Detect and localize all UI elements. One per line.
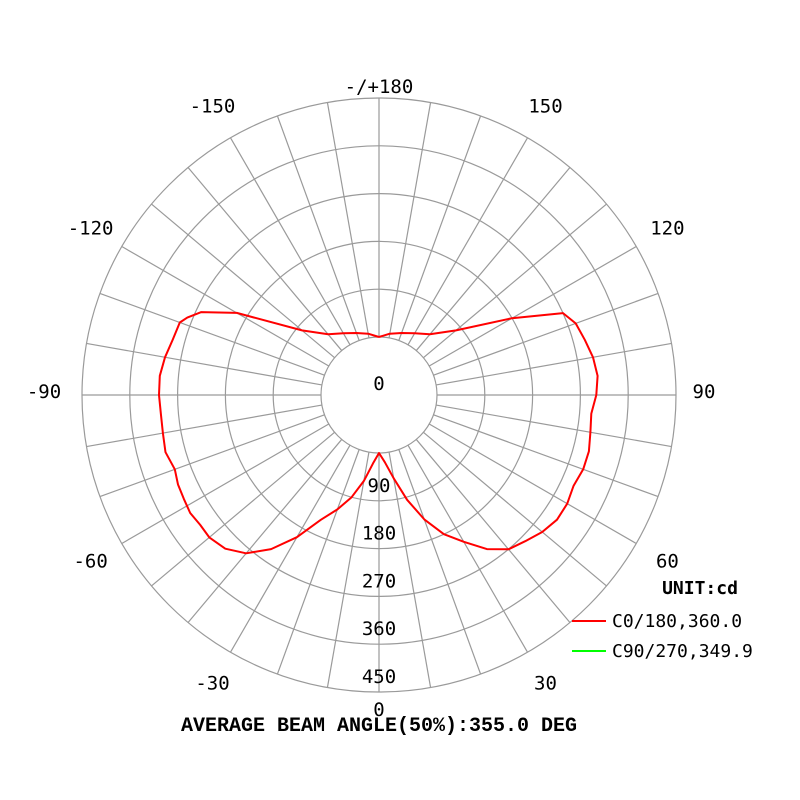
angle-label: 150 [528, 96, 562, 118]
grid-spoke [121, 423, 330, 545]
angle-label: -/+180 [345, 76, 414, 98]
angle-label: 60 [656, 551, 679, 573]
grid-spoke [415, 167, 571, 351]
grid-spoke [398, 115, 482, 341]
unit-label: UNIT:cd [662, 578, 738, 599]
grid-spoke [229, 444, 351, 653]
radial-labels: 0 90 180 270 360 450 [362, 373, 396, 688]
footer-beam-angle: AVERAGE BEAM ANGLE(50%):355.0 DEG [181, 715, 577, 738]
grid-spoke [423, 203, 607, 359]
grid-spoke [388, 102, 432, 338]
angle-label: -90 [27, 381, 61, 403]
grid-spoke [436, 404, 672, 448]
angle-labels: -/+180 150 -150 120 -120 90 -90 60 -60 30 -30 0 [27, 76, 716, 721]
grid-spoke [99, 414, 325, 498]
angle-label: 30 [534, 672, 557, 694]
grid-spoke [388, 452, 432, 688]
radial-tick-label: 270 [362, 570, 396, 592]
radial-tick-label: 180 [362, 523, 396, 545]
grid-spoke [433, 292, 659, 376]
series-curves [158, 311, 599, 555]
radial-tick-label: 360 [362, 618, 396, 640]
angle-label: -60 [73, 551, 107, 573]
series-curve-0 [158, 311, 599, 555]
legend-series-c90: C90/270,349.9 [612, 641, 753, 662]
angle-label: -120 [68, 218, 114, 240]
angle-label: 0 [373, 699, 384, 721]
angle-label: 90 [693, 381, 716, 403]
grid-spoke [86, 404, 322, 448]
grid-spoke [436, 342, 672, 386]
grid-spoke [326, 452, 370, 688]
grid-spoke [326, 102, 370, 338]
radial-tick-label: 90 [368, 475, 391, 497]
legend-series-c0: C0/180,360.0 [612, 611, 742, 632]
grid-spoke [398, 449, 482, 675]
grid-spoke [276, 115, 360, 341]
angle-label: -30 [195, 672, 229, 694]
grid-spoke [423, 431, 607, 587]
grid-spoke [276, 449, 360, 675]
grid-spoke [415, 439, 571, 623]
grid-spoke [433, 414, 659, 498]
grid-spoke [86, 342, 322, 386]
grid-spoke [229, 137, 351, 346]
grid-spoke [428, 245, 637, 367]
grid-spoke [407, 444, 529, 653]
radial-tick-label: 0 [373, 373, 384, 395]
legend: UNIT:cd C0/180,360.0 C90/270,349.9 [572, 578, 753, 662]
angle-label: 120 [650, 218, 684, 240]
grid-ring [320, 336, 438, 454]
grid-spoke [187, 167, 343, 351]
polar-grid [81, 97, 677, 693]
angle-label: -150 [190, 96, 236, 118]
grid-spoke [151, 431, 335, 587]
grid-spoke [151, 203, 335, 359]
grid-spoke [99, 292, 325, 376]
grid-spoke [187, 439, 343, 623]
grid-spoke [407, 137, 529, 346]
radial-tick-label: 450 [362, 666, 396, 688]
grid-spoke [428, 423, 637, 545]
grid-spoke [121, 245, 330, 367]
